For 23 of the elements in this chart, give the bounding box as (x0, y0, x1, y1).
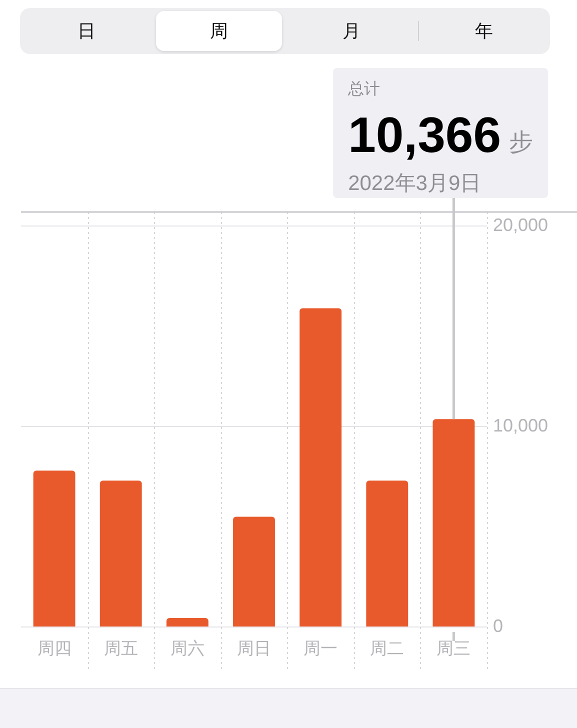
x-tick-label: 周二 (370, 638, 404, 658)
text: 总计 (347, 80, 380, 98)
segmented-control: 日 周 月 年 (20, 8, 550, 54)
x-tick-label: 周六 (170, 638, 204, 658)
text: 2022年3月9日 (348, 172, 482, 195)
bar (33, 470, 76, 626)
bar (100, 480, 142, 626)
bar (166, 618, 208, 626)
bar (432, 419, 475, 626)
y-tick-label: 10,000 (493, 415, 548, 436)
x-tick-label: 周五 (104, 638, 138, 658)
bar (233, 516, 275, 626)
x-tick-label: 周一 (304, 638, 338, 658)
x-tick-label: 周三 (436, 638, 471, 658)
y-tick-label: 20,000 (493, 215, 548, 236)
y-tick-label: 0 (493, 616, 504, 636)
bar (300, 308, 342, 626)
annotation: 10,366 (348, 107, 502, 163)
text: 步 (509, 129, 533, 156)
x-tick-label: 周日 (237, 638, 271, 658)
selected-tab: 周 (156, 11, 282, 51)
bar (366, 480, 408, 626)
x-tick-label: 周四 (37, 638, 72, 658)
